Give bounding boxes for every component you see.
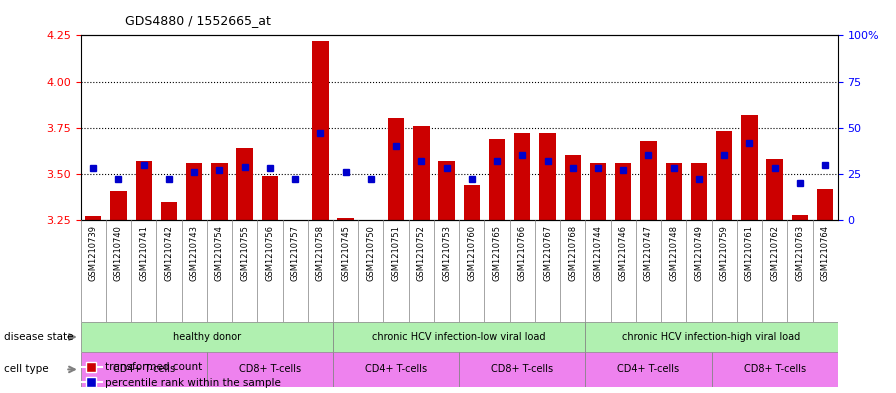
- Bar: [792, 215, 808, 220]
- Bar: [237, 148, 253, 220]
- Text: healthy donor: healthy donor: [173, 332, 241, 342]
- Text: cell type: cell type: [4, 364, 49, 375]
- Text: GSM1210764: GSM1210764: [821, 225, 830, 281]
- FancyBboxPatch shape: [585, 322, 838, 352]
- Text: disease state: disease state: [4, 332, 74, 342]
- Text: CD8+ T-cells: CD8+ T-cells: [239, 364, 301, 375]
- Text: GSM1210744: GSM1210744: [593, 225, 602, 281]
- Text: GSM1210749: GSM1210749: [694, 225, 703, 281]
- Text: CD4+ T-cells: CD4+ T-cells: [113, 364, 175, 375]
- Text: GSM1210767: GSM1210767: [543, 225, 552, 281]
- Text: chronic HCV infection-high viral load: chronic HCV infection-high viral load: [623, 332, 801, 342]
- Text: chronic HCV infection-low viral load: chronic HCV infection-low viral load: [373, 332, 546, 342]
- FancyBboxPatch shape: [711, 352, 838, 387]
- FancyBboxPatch shape: [585, 352, 711, 387]
- Text: GSM1210761: GSM1210761: [745, 225, 754, 281]
- Text: GSM1210742: GSM1210742: [165, 225, 174, 281]
- Bar: [135, 161, 152, 220]
- Bar: [160, 202, 177, 220]
- Text: GSM1210751: GSM1210751: [392, 225, 401, 281]
- Text: GSM1210746: GSM1210746: [619, 225, 628, 281]
- Text: CD4+ T-cells: CD4+ T-cells: [365, 364, 427, 375]
- Text: GSM1210755: GSM1210755: [240, 225, 249, 281]
- Bar: [691, 163, 707, 220]
- FancyBboxPatch shape: [333, 352, 460, 387]
- Text: GSM1210768: GSM1210768: [568, 225, 577, 281]
- Text: GSM1210762: GSM1210762: [771, 225, 780, 281]
- Text: GSM1210745: GSM1210745: [341, 225, 350, 281]
- Text: GSM1210765: GSM1210765: [493, 225, 502, 281]
- FancyBboxPatch shape: [207, 352, 333, 387]
- Bar: [463, 185, 480, 220]
- Bar: [590, 163, 607, 220]
- Bar: [186, 163, 202, 220]
- Text: GSM1210758: GSM1210758: [316, 225, 325, 281]
- Bar: [539, 133, 556, 220]
- Bar: [85, 217, 101, 220]
- Text: CD8+ T-cells: CD8+ T-cells: [491, 364, 554, 375]
- Text: GSM1210750: GSM1210750: [366, 225, 375, 281]
- Text: GSM1210757: GSM1210757: [290, 225, 299, 281]
- FancyBboxPatch shape: [81, 322, 333, 352]
- Text: GSM1210753: GSM1210753: [442, 225, 451, 281]
- Text: GSM1210748: GSM1210748: [669, 225, 678, 281]
- Text: GSM1210739: GSM1210739: [89, 225, 98, 281]
- Bar: [641, 141, 657, 220]
- Text: GSM1210754: GSM1210754: [215, 225, 224, 281]
- Text: GSM1210763: GSM1210763: [796, 225, 805, 281]
- Bar: [741, 115, 758, 220]
- Bar: [766, 159, 783, 220]
- Bar: [438, 161, 455, 220]
- Text: GSM1210766: GSM1210766: [518, 225, 527, 281]
- Bar: [817, 189, 833, 220]
- FancyBboxPatch shape: [333, 322, 585, 352]
- Bar: [666, 163, 682, 220]
- Bar: [564, 156, 581, 220]
- Text: CD8+ T-cells: CD8+ T-cells: [744, 364, 806, 375]
- Bar: [388, 119, 404, 220]
- Text: GSM1210747: GSM1210747: [644, 225, 653, 281]
- Bar: [338, 218, 354, 220]
- Text: GDS4880 / 1552665_at: GDS4880 / 1552665_at: [125, 15, 271, 28]
- Text: GSM1210740: GSM1210740: [114, 225, 123, 281]
- Legend: transformed count, percentile rank within the sample: transformed count, percentile rank withi…: [77, 358, 285, 392]
- Text: GSM1210759: GSM1210759: [719, 225, 728, 281]
- Bar: [716, 131, 732, 220]
- FancyBboxPatch shape: [81, 352, 207, 387]
- Bar: [110, 191, 126, 220]
- Bar: [413, 126, 429, 220]
- Bar: [615, 163, 632, 220]
- Bar: [514, 133, 530, 220]
- Text: GSM1210752: GSM1210752: [417, 225, 426, 281]
- Bar: [211, 163, 228, 220]
- Text: GSM1210743: GSM1210743: [190, 225, 199, 281]
- Bar: [489, 139, 505, 220]
- Bar: [262, 176, 278, 220]
- Text: GSM1210741: GSM1210741: [139, 225, 148, 281]
- FancyBboxPatch shape: [460, 352, 585, 387]
- Text: CD4+ T-cells: CD4+ T-cells: [617, 364, 679, 375]
- Bar: [312, 41, 329, 220]
- Text: GSM1210760: GSM1210760: [468, 225, 477, 281]
- Text: GSM1210756: GSM1210756: [265, 225, 274, 281]
